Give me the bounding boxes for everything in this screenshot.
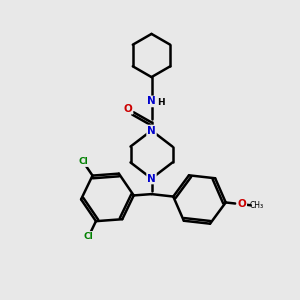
Text: N: N: [146, 96, 155, 106]
Text: N: N: [147, 173, 156, 184]
Text: H: H: [157, 98, 165, 107]
Text: CH₃: CH₃: [250, 201, 264, 210]
Text: N: N: [147, 125, 156, 136]
Text: Cl: Cl: [84, 232, 94, 241]
Text: Cl: Cl: [78, 157, 88, 166]
Text: O: O: [238, 199, 246, 209]
Text: O: O: [124, 103, 133, 114]
